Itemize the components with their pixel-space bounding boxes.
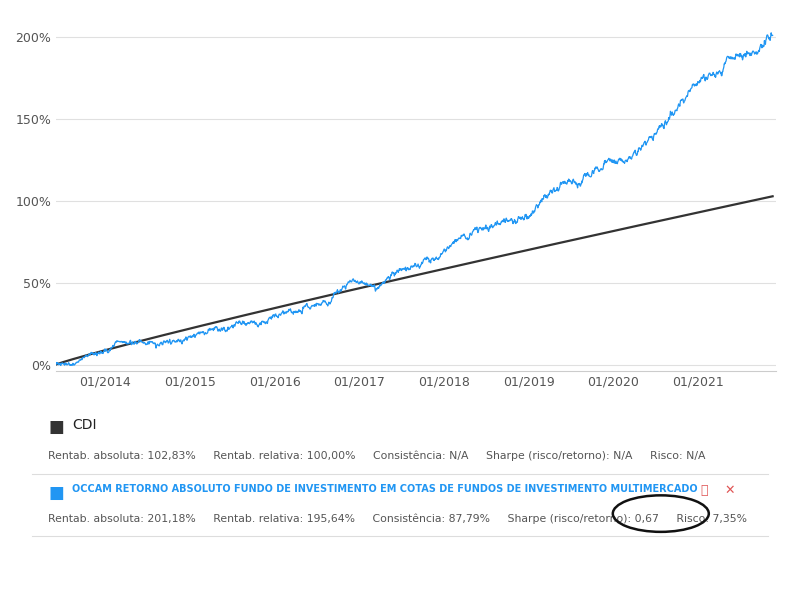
Text: CDI: CDI [72,418,97,432]
Text: ⎘: ⎘ [700,484,707,497]
Text: ■: ■ [48,418,64,436]
Text: ✕: ✕ [725,484,735,497]
Text: OCCAM RETORNO ABSOLUTO FUNDO DE INVESTIMENTO EM COTAS DE FUNDOS DE INVESTIMENTO : OCCAM RETORNO ABSOLUTO FUNDO DE INVESTIM… [72,484,698,494]
Text: Rentab. absoluta: 102,83%     Rentab. relativa: 100,00%     Consistência: N/A   : Rentab. absoluta: 102,83% Rentab. relati… [48,451,706,461]
Text: Rentab. absoluta: 201,18%     Rentab. relativa: 195,64%     Consistência: 87,79%: Rentab. absoluta: 201,18% Rentab. relati… [48,514,747,524]
Text: ■: ■ [48,484,64,502]
